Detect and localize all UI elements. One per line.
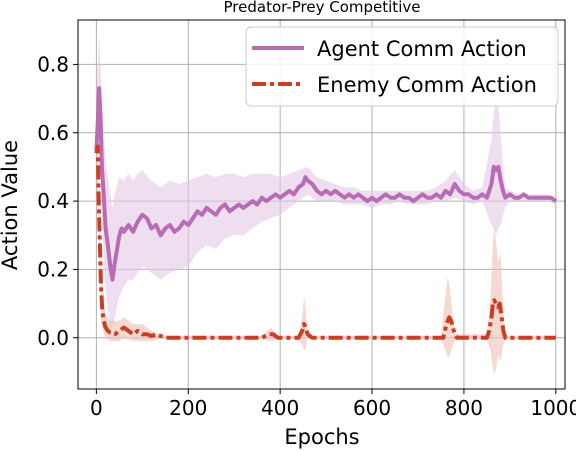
x-tick-label: 600 (353, 396, 391, 420)
x-axis-ticks: 0 200 400 600 800 1000 (90, 389, 576, 420)
y-tick-label: 0.0 (37, 326, 69, 350)
legend-box (245, 26, 559, 107)
line-series-0 (94, 86, 557, 282)
y-axis-label: Action Value (0, 140, 22, 270)
x-tick-label: 1000 (530, 396, 576, 420)
series-lines (94, 86, 557, 340)
band-series-0 (96, 37, 556, 328)
y-tick-label: 0.6 (37, 121, 69, 145)
x-tick-label: 0 (90, 396, 103, 420)
legend-label-enemy: Enemy Comm Action (317, 73, 537, 97)
x-axis-label: Epochs (284, 425, 359, 449)
line-series-1 (94, 144, 556, 340)
plot-frame (77, 19, 566, 390)
y-tick-label: 0.2 (37, 257, 69, 281)
y-tick-label: 0.8 (37, 52, 69, 76)
y-tick-label: 0.4 (37, 189, 69, 213)
confidence-bands (96, 37, 556, 376)
x-tick-label: 400 (261, 396, 299, 420)
x-tick-label: 800 (445, 396, 483, 420)
y-axis-ticks: 0.0 0.2 0.4 0.6 0.8 (37, 52, 78, 350)
legend: Agent Comm Action Enemy Comm Action (245, 26, 559, 107)
legend-label-agent: Agent Comm Action (317, 37, 527, 61)
chart-title: Predator-Prey Competitive (224, 0, 421, 16)
x-tick-label: 200 (169, 396, 207, 420)
